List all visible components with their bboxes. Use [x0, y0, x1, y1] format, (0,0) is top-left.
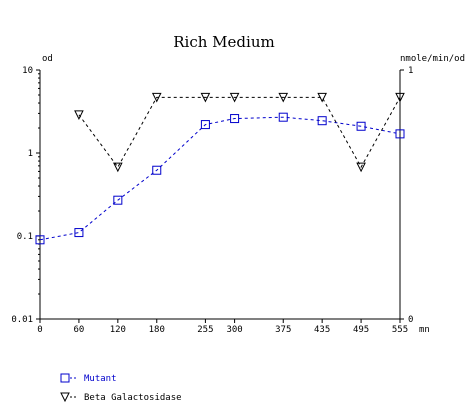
right-axis-tick-label: 1: [408, 66, 413, 76]
right-axis-title: nmole/min/od: [400, 54, 465, 64]
series-line-beta-galactosidase: [78, 96, 401, 169]
x-axis-tick-label: 300: [226, 325, 242, 335]
legend-marker-beta-galactosidase: [60, 392, 70, 403]
x-axis-title: mn: [419, 325, 430, 335]
data-point-mutant: [317, 116, 327, 126]
data-point-mutant: [113, 195, 123, 205]
data-point-mutant: [152, 165, 162, 175]
data-point-beta-galactosidase: [395, 92, 405, 103]
x-axis-tick-label: 180: [149, 325, 165, 335]
x-axis-tick-label: 120: [110, 325, 126, 335]
legend-label-mutant: Mutant: [84, 374, 117, 384]
data-point-beta-galactosidase: [113, 162, 123, 173]
data-point-mutant: [74, 228, 84, 238]
data-point-beta-galactosidase: [200, 92, 211, 103]
data-point-mutant: [356, 121, 366, 131]
legend-marker-mutant: [60, 373, 70, 383]
data-point-mutant: [35, 235, 45, 245]
x-axis-tick-label: 495: [353, 325, 369, 335]
chart-title: Rich Medium: [173, 33, 274, 51]
data-point-beta-galactosidase: [151, 92, 162, 103]
left-axis-title: od: [42, 54, 53, 64]
legend-label-beta-galactosidase: Beta Galactosidase: [84, 393, 182, 403]
data-point-mutant: [278, 112, 288, 122]
right-axis-tick-label: 0: [408, 315, 413, 325]
data-point-beta-galactosidase: [278, 92, 289, 103]
x-axis-tick-label: 375: [275, 325, 291, 335]
legend: Mutant Beta Galactosidase: [60, 373, 182, 403]
data-point-beta-galactosidase: [317, 92, 327, 103]
series-lines: [39, 96, 401, 241]
x-axis-tick-label: 435: [314, 325, 330, 335]
left-axis-tick-label: 0.01: [11, 315, 33, 325]
data-point-beta-galactosidase: [74, 110, 84, 120]
data-point-mutant: [395, 129, 405, 139]
series-line-mutant: [39, 116, 401, 241]
data-point-beta-galactosidase: [229, 92, 240, 103]
left-axis-tick-label: 1: [28, 149, 33, 159]
series-markers: [35, 92, 405, 245]
x-axis-tick-label: 255: [197, 325, 213, 335]
data-point-beta-galactosidase: [356, 162, 366, 173]
data-point-mutant: [230, 114, 240, 124]
data-point-mutant: [200, 120, 210, 130]
x-axis-tick-label: 0: [37, 325, 42, 335]
x-axis-tick-label: 555: [392, 325, 408, 335]
left-axis-tick-label: 0.1: [17, 232, 33, 242]
x-axis-tick-label: 60: [73, 325, 84, 335]
left-axis-tick-label: 10: [22, 66, 33, 76]
